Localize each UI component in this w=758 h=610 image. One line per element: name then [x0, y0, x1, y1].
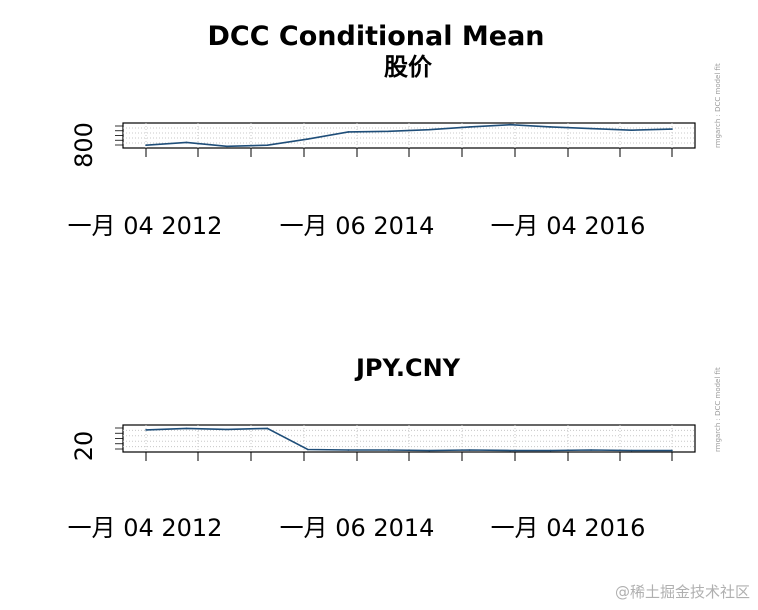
- series-point: [266, 144, 269, 147]
- series-point: [549, 449, 552, 452]
- series-point: [347, 131, 350, 133]
- series-point: [226, 145, 228, 148]
- panel-jpy-cny: JPY.CNY 20 一月 04 2012 一月 06 2014 一月 04 2…: [68, 354, 722, 542]
- x-tick-label-2: 一月 06 2014: [280, 212, 435, 240]
- series-point: [630, 129, 633, 132]
- series-point: [671, 128, 673, 130]
- series-point: [307, 448, 309, 451]
- series-point: [590, 127, 592, 130]
- y-tick-label-jpy-cny: 20: [70, 431, 98, 462]
- series-point: [307, 138, 309, 140]
- series-point: [590, 449, 592, 451]
- series-jpy-cny: [145, 427, 673, 452]
- series-point: [145, 144, 147, 147]
- panel-title-stock-price: 股价: [384, 53, 433, 81]
- y-tick-label-stock-price: 800: [70, 122, 98, 168]
- side-note-1: rmgarch : DCC model fit: [714, 63, 722, 148]
- x-tick-label-1: 一月 04 2012: [68, 514, 223, 542]
- side-note-2: rmgarch : DCC model fit: [714, 367, 722, 452]
- panel-title-jpy-cny: JPY.CNY: [354, 354, 461, 382]
- x-tick-label-1: 一月 04 2012: [68, 212, 223, 240]
- series-point: [468, 126, 471, 128]
- series-point: [630, 449, 633, 452]
- series-point: [509, 123, 511, 126]
- x-axis-jpy-cny: [115, 427, 673, 461]
- watermark: @稀土掘金技术社区: [614, 583, 750, 601]
- x-tick-label-2: 一月 06 2014: [280, 514, 435, 542]
- x-tick-label-3: 一月 04 2016: [491, 212, 646, 240]
- series-stock-price: [145, 123, 673, 148]
- series-point: [428, 128, 431, 131]
- series-point: [671, 449, 673, 452]
- series-point: [387, 130, 390, 133]
- x-tick-label-3: 一月 04 2016: [491, 514, 646, 542]
- series-point: [509, 449, 511, 452]
- series-point: [185, 427, 188, 430]
- series-point: [549, 126, 552, 128]
- series-point: [226, 428, 228, 431]
- series-line: [145, 123, 673, 148]
- series-point: [468, 449, 471, 451]
- x-axis-stock-price: [115, 125, 673, 157]
- series-point: [428, 449, 431, 452]
- main-title: DCC Conditional Mean: [207, 21, 544, 52]
- series-point: [266, 427, 269, 430]
- series-point: [145, 429, 147, 431]
- series-line: [145, 427, 672, 452]
- series-point: [185, 141, 188, 144]
- series-point: [387, 449, 390, 451]
- series-point: [347, 449, 350, 451]
- panel-stock-price: 股价 800 一月 04 2012 一月 06 2014 一月 04 2016 …: [68, 53, 722, 240]
- grid-stock-price: [123, 123, 695, 148]
- grid-jpy-cny: [123, 425, 695, 452]
